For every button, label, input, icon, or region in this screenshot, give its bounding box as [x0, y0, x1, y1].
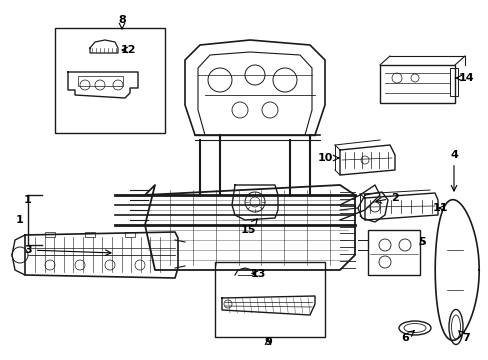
- Text: 12: 12: [120, 45, 136, 55]
- Bar: [367, 230, 419, 275]
- Bar: [379, 65, 454, 103]
- Text: 5: 5: [417, 237, 425, 247]
- Bar: [85, 232, 95, 237]
- Bar: [449, 68, 457, 96]
- Text: 9: 9: [264, 337, 271, 347]
- Text: 15: 15: [240, 219, 257, 235]
- Text: 1: 1: [24, 195, 32, 205]
- Bar: [125, 232, 135, 237]
- Text: 6: 6: [400, 330, 413, 343]
- Text: 14: 14: [454, 73, 473, 83]
- Text: 3: 3: [24, 245, 111, 256]
- Bar: [78, 76, 123, 86]
- Text: 2: 2: [375, 193, 398, 203]
- Text: 4: 4: [449, 150, 457, 191]
- Text: 13: 13: [250, 269, 265, 279]
- Text: 11: 11: [431, 203, 447, 213]
- Bar: [215, 262, 325, 337]
- Bar: [55, 28, 164, 133]
- Text: 1: 1: [16, 215, 24, 225]
- Bar: [45, 232, 55, 237]
- Text: 10: 10: [317, 153, 338, 163]
- Text: 7: 7: [458, 331, 469, 343]
- Text: 8: 8: [118, 15, 125, 29]
